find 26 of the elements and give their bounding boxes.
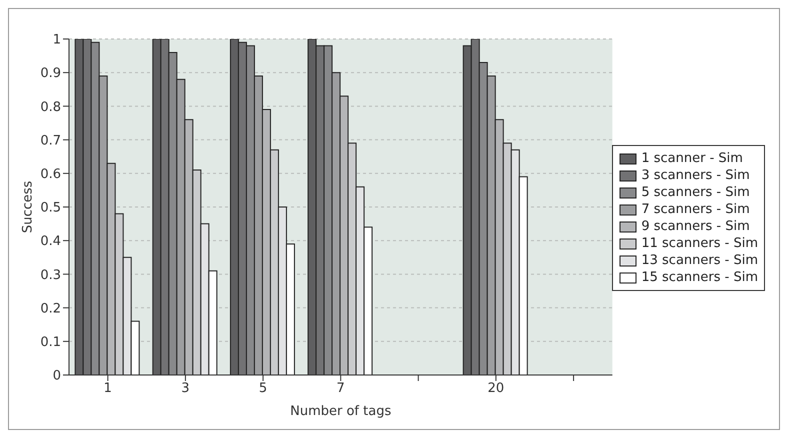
legend-label: 3 scanners - Sim: [641, 168, 750, 183]
y-tick-label: 0.2: [40, 301, 61, 316]
x-tick-label: 3: [181, 381, 190, 396]
y-tick-label: 1: [52, 32, 61, 48]
x-tick-label: 20: [488, 381, 504, 396]
y-axis-title: Success: [20, 180, 36, 234]
y-tick-label: 0.3: [40, 268, 61, 283]
y-tick-label: 0: [52, 368, 61, 384]
y-tick-label: 0.4: [40, 234, 61, 250]
x-tick-label: 5: [258, 381, 268, 396]
x-axis-title: Number of tags: [290, 404, 392, 419]
legend-label: 13 scanners - Sim: [641, 253, 758, 268]
y-tick-label: 0.5: [40, 200, 61, 216]
x-tick-label: 1: [104, 381, 112, 396]
y-tick-label: 0.6: [40, 167, 61, 182]
legend-label: 9 scanners - Sim: [641, 219, 750, 234]
y-tick-label: 0.1: [40, 335, 61, 350]
legend-label: 5 scanners - Sim: [641, 185, 750, 200]
y-tick-label: 0.8: [40, 100, 61, 115]
y-tick-label: 0.7: [40, 133, 61, 148]
legend-label: 15 scanners - Sim: [641, 270, 758, 285]
legend-label: 1 scanner - Sim: [641, 151, 743, 166]
legend-label: 11 scanners - Sim: [641, 236, 758, 251]
x-tick-label: 7: [336, 381, 345, 396]
legend-label: 7 scanners - Sim: [641, 202, 750, 217]
y-tick-label: 0.9: [40, 66, 61, 82]
